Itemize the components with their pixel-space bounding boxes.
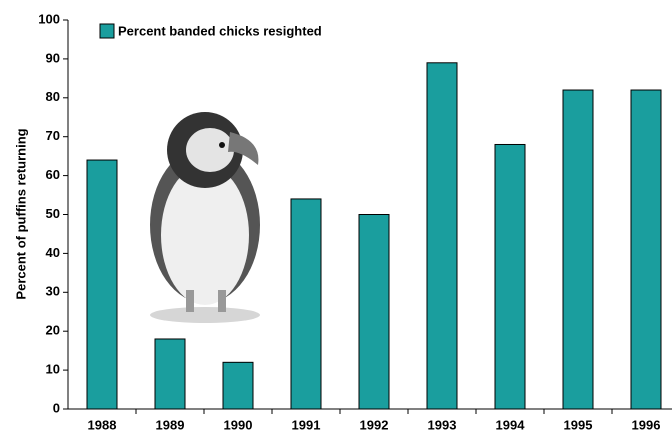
bar xyxy=(562,89,594,410)
x-tick-label: 1995 xyxy=(564,417,593,432)
y-axis-label: Percent of puffins returning xyxy=(13,128,28,299)
bar xyxy=(630,89,662,410)
x-tick-label: 1993 xyxy=(428,417,457,432)
x-tick-label: 1992 xyxy=(360,417,389,432)
legend-swatch xyxy=(99,23,115,39)
bar xyxy=(154,338,186,410)
legend-label: Percent banded chicks resighted xyxy=(118,23,322,38)
y-tick-label: 80 xyxy=(46,89,60,104)
bar xyxy=(86,159,118,410)
x-tick-label: 1988 xyxy=(88,417,117,432)
y-tick-label: 30 xyxy=(46,284,60,299)
y-tick-label: 10 xyxy=(46,362,60,377)
puffin-illustration xyxy=(150,112,260,323)
bar xyxy=(290,198,322,410)
y-tick-label: 90 xyxy=(46,50,60,65)
x-tick-label: 1994 xyxy=(496,417,526,432)
y-tick-label: 100 xyxy=(38,11,60,26)
y-tick-label: 70 xyxy=(46,128,60,143)
x-tick-label: 1990 xyxy=(224,417,253,432)
bar xyxy=(494,143,526,410)
x-tick-label: 1989 xyxy=(156,417,185,432)
y-tick-label: 20 xyxy=(46,323,60,338)
y-tick-label: 60 xyxy=(46,167,60,182)
y-tick-label: 50 xyxy=(46,206,60,221)
x-tick-label: 1991 xyxy=(292,417,321,432)
bar xyxy=(426,62,458,410)
bar xyxy=(358,214,390,410)
y-tick-label: 40 xyxy=(46,245,60,260)
x-tick-label: 1996 xyxy=(632,417,661,432)
bar xyxy=(222,361,254,410)
y-tick-label: 0 xyxy=(53,400,60,415)
